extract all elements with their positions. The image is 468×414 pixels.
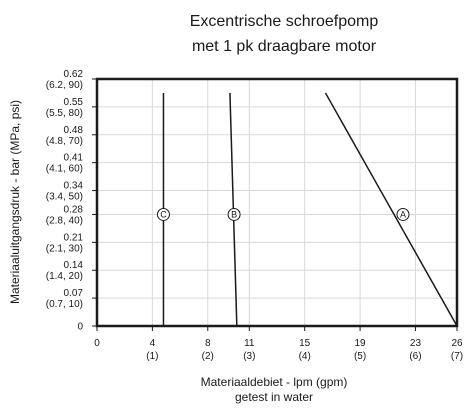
x-tick-label: 23 — [410, 338, 422, 349]
series-line-a — [324, 92, 458, 327]
y-tick-label: 0.55 — [64, 97, 84, 108]
x-tick-labels: 0 4 (1) 8 (2) 11 (3) 15 (4) 19 (5) 23 (6) 26 (7) — [94, 326, 463, 362]
series-marker-b — [227, 207, 241, 221]
x-tick-sublabel: (7) — [451, 351, 463, 362]
series-marker-a — [396, 207, 410, 221]
y-tick-label: 0.07 — [64, 288, 84, 299]
series-marker-label-c: C — [160, 210, 167, 220]
grid — [96, 78, 458, 327]
x-tick-label: 11 — [244, 338, 255, 349]
chart-title-line-2: met 1 pk draagbare motor — [192, 38, 377, 55]
y-tick-label: 0 — [77, 322, 83, 333]
x-axis-label-line-1: Materiaaldebiet - lpm (gpm) — [201, 375, 348, 389]
x-tick-sublabel: (1) — [146, 351, 158, 362]
plot-frame — [95, 77, 459, 328]
y-tick-sublabel: (4.8, 70) — [46, 136, 83, 147]
y-tick-label: 0.41 — [64, 153, 84, 164]
y-tick-sublabel: (1.4, 20) — [46, 271, 83, 282]
x-axis-label-line-2: getest in water — [235, 390, 313, 404]
y-tick-label: 0.28 — [64, 204, 84, 215]
chart-title-line-1: Excentrische schroefpomp — [190, 13, 379, 30]
y-tick-sublabel: (5.5, 80) — [46, 108, 83, 119]
x-tick-label: 0 — [94, 338, 100, 349]
y-tick-label: 0.62 — [64, 69, 84, 80]
x-tick-label: 4 — [150, 338, 156, 349]
x-tick-sublabel: (6) — [409, 351, 421, 362]
x-tick-sublabel: (4) — [299, 351, 311, 362]
y-tick-label: 0.21 — [64, 232, 84, 243]
y-tick-sublabel: (6.2, 90) — [46, 80, 83, 91]
y-axis-label: Materiaaluitgangsdruk - bar (MPa, psi) — [8, 100, 22, 304]
series-marker-c — [156, 207, 170, 221]
y-tick-sublabel: (4.1, 60) — [46, 164, 83, 175]
y-tick-label: 0.34 — [64, 181, 84, 192]
x-tick-sublabel: (2) — [202, 351, 214, 362]
y-tick-sublabel: (3.4, 50) — [46, 192, 83, 203]
series-marker-label-b: B — [231, 210, 237, 220]
x-tick-label: 19 — [355, 338, 367, 349]
y-tick-sublabel: (2.1, 30) — [46, 243, 83, 254]
y-tick-sublabel: (2.8, 40) — [46, 215, 83, 226]
x-tick-label: 8 — [205, 338, 211, 349]
x-tick-label: 15 — [299, 338, 311, 349]
y-tick-labels: 0 0.07(0.7, 10) 0.14(1.4, 20) 0.21(2.1, 30)… — [46, 69, 97, 333]
series-marker-label-a: A — [400, 210, 406, 220]
series-group: A B C — [156, 92, 458, 327]
x-tick-sublabel: (3) — [243, 351, 255, 362]
y-tick-label: 0.48 — [64, 125, 84, 136]
x-tick-sublabel: (5) — [354, 351, 366, 362]
y-tick-label: 0.14 — [64, 260, 84, 271]
x-tick-label: 26 — [451, 338, 463, 349]
y-tick-sublabel: (0.7, 10) — [46, 299, 83, 310]
